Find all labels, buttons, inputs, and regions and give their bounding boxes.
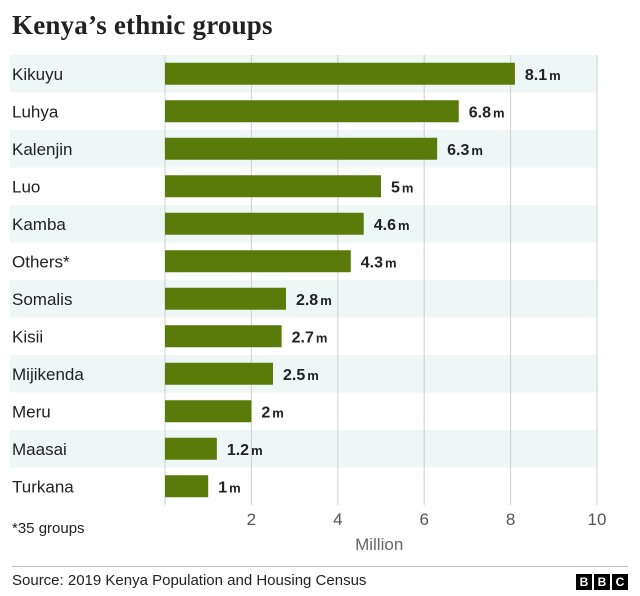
value-label: 2.8 m bbox=[296, 292, 332, 309]
bar bbox=[165, 362, 273, 385]
category-label: Luo bbox=[12, 177, 40, 196]
category-label: Others* bbox=[12, 252, 70, 271]
value-label: 6.8 m bbox=[469, 104, 505, 121]
value-label: 2.7 m bbox=[292, 329, 328, 346]
logo-letter: B bbox=[594, 574, 610, 590]
value-labels: 8.1 m 6.8 m 6.3 m 5 m 4.6 m 4.3 m 2.8 m 2.7 m 2.5 m 2 m 1.2 m… bbox=[218, 67, 561, 497]
gridlines bbox=[164, 55, 598, 505]
category-label: Kikuyu bbox=[12, 65, 63, 84]
category-label: Mijikenda bbox=[12, 365, 84, 384]
value-label: 6.3 m bbox=[447, 142, 483, 159]
bar bbox=[165, 400, 252, 423]
bar bbox=[165, 437, 217, 460]
value-label: 4.6 m bbox=[374, 217, 410, 234]
x-tick-label: 4 bbox=[333, 510, 342, 529]
bar bbox=[165, 212, 364, 235]
x-tick-label: 6 bbox=[419, 510, 428, 529]
category-label: Luhya bbox=[12, 102, 59, 121]
bar bbox=[165, 325, 282, 348]
value-label: 2.5 m bbox=[283, 367, 319, 384]
bars bbox=[165, 62, 515, 498]
bbc-logo: B B C bbox=[576, 574, 628, 590]
category-label: Kamba bbox=[12, 215, 66, 234]
chart-title: Kenya’s ethnic groups bbox=[12, 10, 273, 40]
bar bbox=[165, 100, 459, 123]
category-labels: Kikuyu Luhya Kalenjin Luo Kamba Others* Somali… bbox=[12, 65, 84, 497]
x-tick-labels: 2 4 6 8 10 bbox=[247, 510, 607, 529]
x-tick-label: 10 bbox=[588, 510, 607, 529]
value-label: 4.3 m bbox=[361, 254, 397, 271]
bar bbox=[165, 62, 515, 85]
source-note: Source: 2019 Kenya Population and Housin… bbox=[12, 572, 367, 589]
category-label: Turkana bbox=[12, 477, 74, 496]
footer-divider bbox=[12, 566, 628, 567]
x-axis-label: Million bbox=[355, 535, 403, 554]
category-label: Kalenjin bbox=[12, 140, 73, 159]
category-label: Maasai bbox=[12, 440, 67, 459]
category-label: Kisii bbox=[12, 327, 43, 346]
row-band bbox=[10, 430, 597, 468]
x-tick-label: 8 bbox=[506, 510, 515, 529]
bar bbox=[165, 475, 209, 498]
category-label: Meru bbox=[12, 402, 51, 421]
category-label: Somalis bbox=[12, 290, 72, 309]
x-tick-label: 2 bbox=[247, 510, 256, 529]
row-band bbox=[10, 355, 597, 393]
bar bbox=[165, 137, 438, 160]
footnote: *35 groups bbox=[12, 520, 85, 537]
row-band bbox=[10, 280, 597, 318]
bar-chart: Kikuyu Luhya Kalenjin Luo Kamba Others* Somali… bbox=[10, 55, 607, 554]
value-label: 1.2 m bbox=[227, 442, 263, 459]
logo-letter: C bbox=[612, 574, 628, 590]
bar bbox=[165, 250, 351, 273]
bar bbox=[165, 287, 286, 310]
row-bands bbox=[10, 55, 597, 468]
logo-letter: B bbox=[576, 574, 592, 590]
value-label: 8.1 m bbox=[525, 67, 561, 84]
bar bbox=[165, 175, 381, 198]
